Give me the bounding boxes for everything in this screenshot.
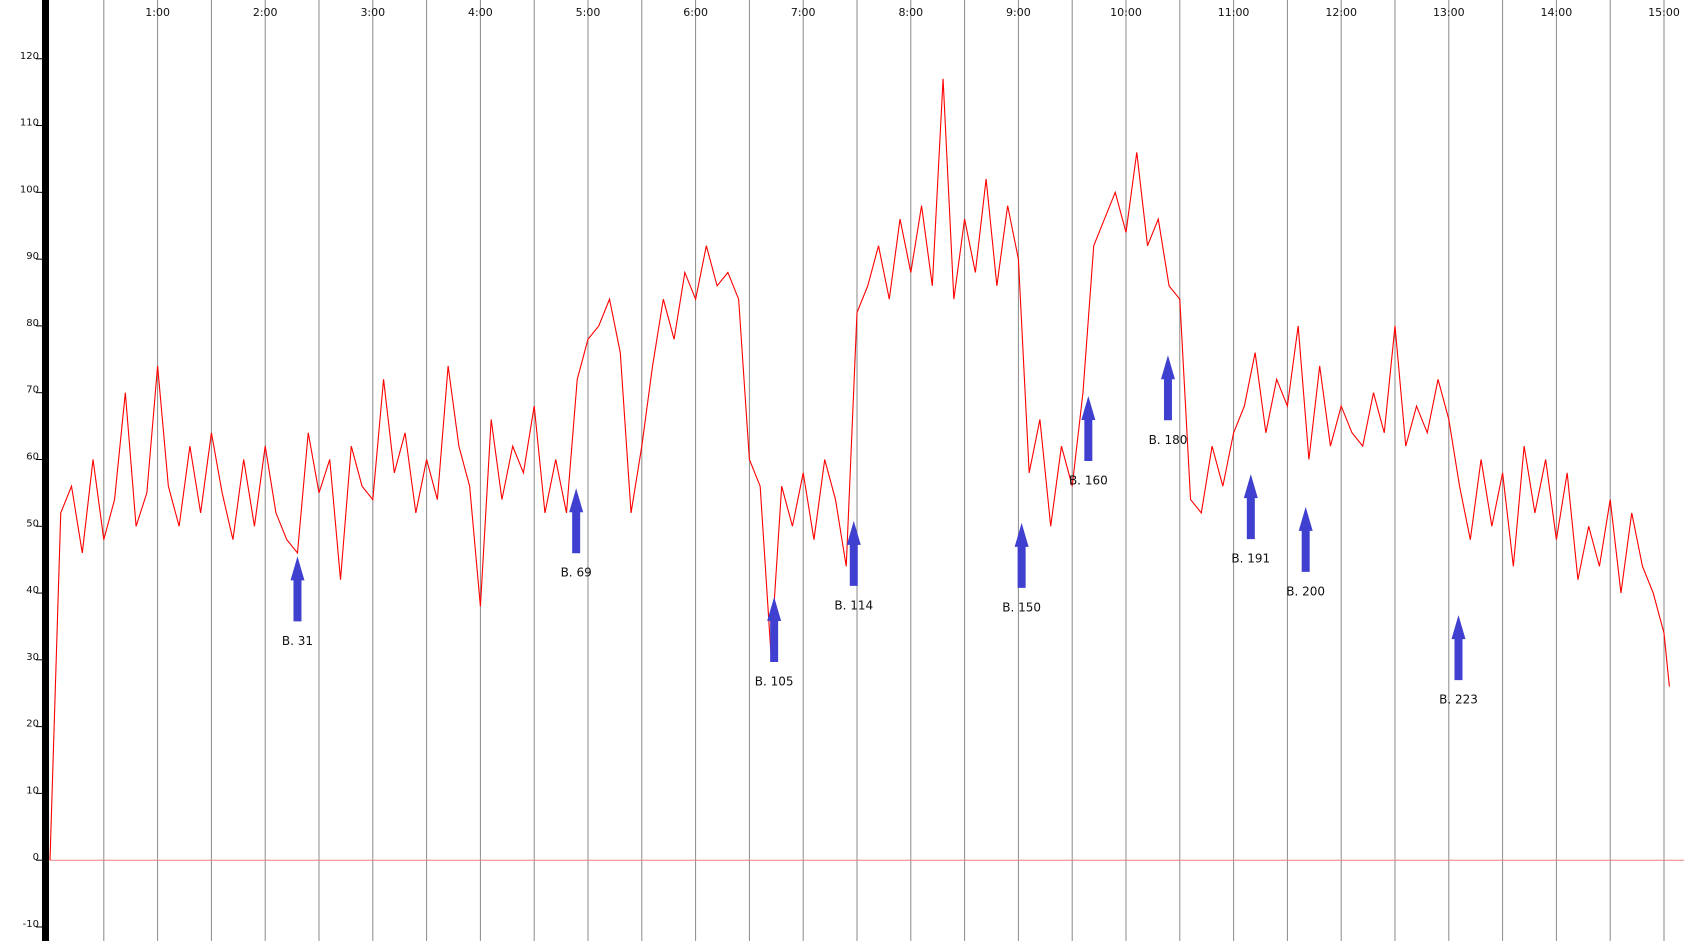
- x-tick-label: 11:00: [1218, 6, 1250, 19]
- y-tick-label: 10: [26, 785, 39, 796]
- x-tick-label: 10:00: [1110, 6, 1142, 19]
- y-tick-label: 30: [26, 652, 39, 663]
- annotation-label: B. 191: [1231, 552, 1270, 566]
- annotation-label: B. 223: [1439, 693, 1478, 707]
- x-tick-label: 2:00: [253, 6, 278, 19]
- x-tick-label: 15:00: [1648, 6, 1680, 19]
- x-tick-label: 7:00: [791, 6, 816, 19]
- x-tick-label: 5:00: [576, 6, 601, 19]
- x-tick-label: 6:00: [683, 6, 708, 19]
- y-tick-label: 20: [26, 719, 39, 730]
- annotation-label: B. 200: [1286, 584, 1325, 598]
- annotation-arrow: [1081, 396, 1096, 462]
- x-tick-label: 4:00: [468, 6, 493, 19]
- x-tick-label: 1:00: [145, 6, 170, 19]
- annotation-arrow: [569, 488, 584, 554]
- annotation-arrow: [1014, 522, 1029, 588]
- annotation-label: B. 31: [282, 634, 313, 648]
- y-tick-label: -10: [23, 919, 39, 930]
- y-tick-label: 50: [26, 518, 39, 529]
- annotation-arrow: [1298, 506, 1313, 572]
- data-line: [49, 78, 1670, 861]
- annotation-label: B. 69: [561, 566, 592, 580]
- annotation-arrow: [846, 520, 861, 586]
- y-tick-label: 80: [26, 318, 39, 329]
- y-tick-label: 40: [26, 585, 39, 596]
- annotation-label: B. 150: [1002, 600, 1041, 614]
- y-axis-bar: [42, 0, 49, 941]
- y-tick-label: 120: [20, 51, 39, 62]
- annotation-arrow: [1160, 355, 1175, 421]
- annotation-label: B. 105: [755, 675, 794, 689]
- annotation-label: B. 180: [1149, 433, 1188, 447]
- y-tick-label: 70: [26, 385, 39, 396]
- annotation-label: B. 114: [834, 598, 873, 612]
- x-tick-label: 9:00: [1006, 6, 1031, 19]
- y-tick-label: 60: [26, 451, 39, 462]
- y-tick-label: 0: [33, 852, 39, 863]
- annotation-arrow: [290, 556, 305, 622]
- y-tick-label: 90: [26, 251, 39, 262]
- y-tick-label: 100: [20, 184, 39, 195]
- annotation-label: B. 160: [1069, 474, 1108, 488]
- y-tick-label: 110: [20, 118, 39, 129]
- x-tick-label: 3:00: [360, 6, 385, 19]
- x-tick-label: 8:00: [898, 6, 923, 19]
- annotation-arrow: [767, 597, 782, 663]
- annotation-arrow: [1243, 474, 1258, 540]
- annotation-arrow: [1451, 615, 1466, 681]
- x-tick-label: 12:00: [1325, 6, 1357, 19]
- x-tick-label: 13:00: [1433, 6, 1465, 19]
- x-tick-label: 14:00: [1541, 6, 1573, 19]
